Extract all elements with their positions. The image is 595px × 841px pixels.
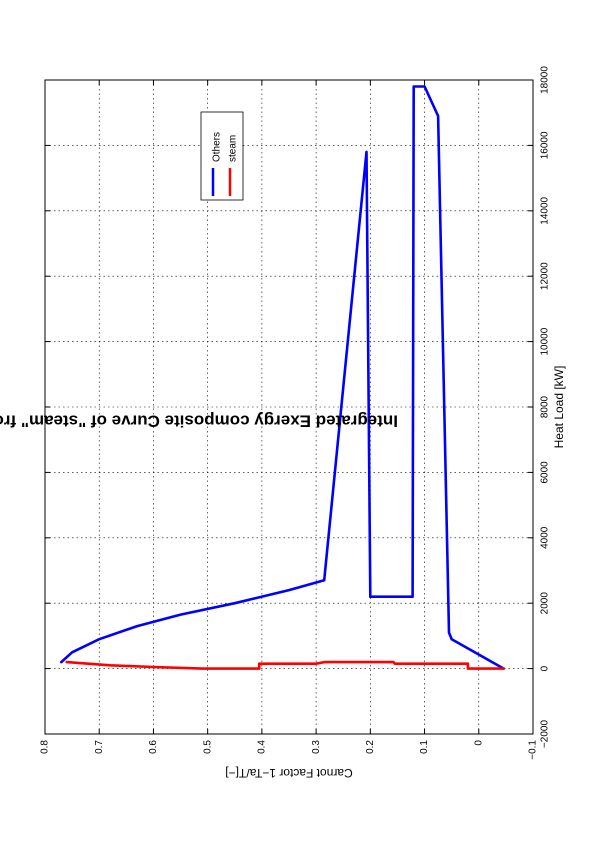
x-tick-label: 14000 bbox=[539, 196, 550, 224]
x-tick-label: 6000 bbox=[539, 461, 550, 484]
y-tick-label: 0.6 bbox=[148, 740, 159, 754]
y-tick-label: −0.1 bbox=[528, 740, 539, 760]
x-tick-label: 0 bbox=[539, 665, 550, 671]
x-tick-label: 12000 bbox=[539, 262, 550, 290]
x-tick-label: 10000 bbox=[539, 327, 550, 355]
x-tick-label: −2000 bbox=[539, 720, 550, 749]
legend: Others steam bbox=[200, 111, 244, 201]
y-tick-label: 0.3 bbox=[311, 740, 322, 754]
y-tick-label: 0.4 bbox=[257, 740, 268, 754]
y-tick-label: 0.8 bbox=[40, 740, 51, 754]
x-tick-label: 4000 bbox=[539, 526, 550, 549]
x-axis-title: Heat Load [kW] bbox=[552, 366, 566, 449]
y-tick-label: 0.5 bbox=[202, 740, 213, 754]
legend-label-others: Others bbox=[212, 132, 223, 162]
y-tick-label: 0.2 bbox=[365, 740, 376, 754]
legend-label-steam: steam bbox=[228, 135, 239, 162]
axis-ticks: −2000 0 2000 4000 6000 8000 10000 12000 14000 160… bbox=[40, 66, 551, 760]
x-tick-label: 2000 bbox=[539, 592, 550, 615]
x-tick-label: 8000 bbox=[539, 395, 550, 418]
legend-box bbox=[200, 111, 244, 201]
x-tick-label: 18000 bbox=[539, 66, 550, 94]
series-line-steam bbox=[65, 660, 506, 670]
y-tick-label: 0.7 bbox=[94, 740, 105, 754]
y-tick-label: 0 bbox=[473, 740, 484, 746]
y-tick-label: 0.1 bbox=[419, 740, 430, 754]
chart-title: Integrated Exergy composite Curve of "st… bbox=[0, 412, 398, 431]
series bbox=[59, 85, 506, 670]
y-axis-title: Carnot Factor 1−Ta/T[−] bbox=[225, 766, 352, 780]
series-line-others bbox=[59, 85, 506, 670]
x-tick-label: 16000 bbox=[539, 131, 550, 159]
